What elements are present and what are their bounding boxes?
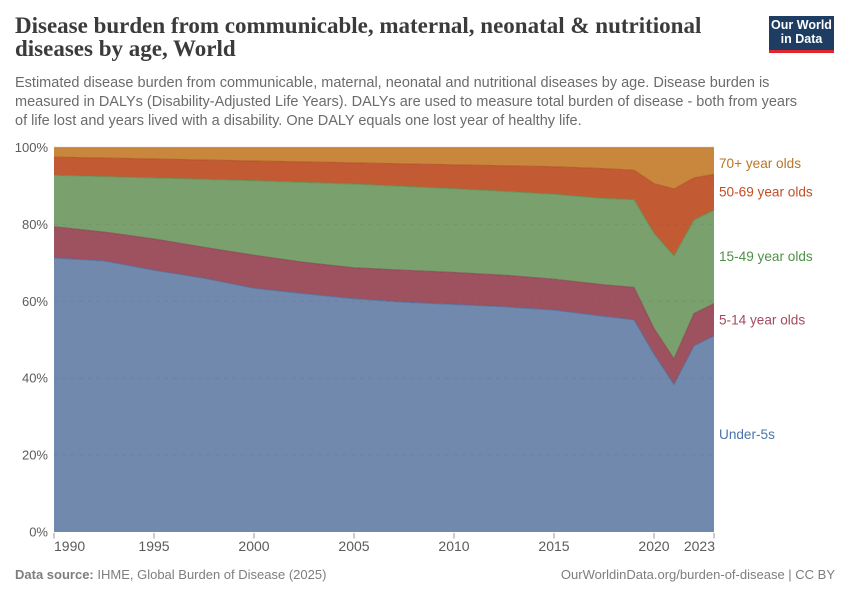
svg-text:60%: 60% (22, 294, 48, 309)
svg-text:70+ year olds: 70+ year olds (719, 156, 801, 171)
svg-text:20%: 20% (22, 448, 48, 463)
svg-text:100%: 100% (15, 140, 49, 155)
svg-text:2000: 2000 (238, 538, 269, 554)
svg-text:80%: 80% (22, 217, 48, 232)
svg-text:Under-5s: Under-5s (719, 427, 775, 442)
svg-text:5-14 year olds: 5-14 year olds (719, 313, 805, 328)
svg-text:2023: 2023 (684, 538, 715, 554)
svg-text:2015: 2015 (538, 538, 569, 554)
svg-text:15-49 year olds: 15-49 year olds (719, 249, 813, 264)
svg-text:0%: 0% (29, 525, 48, 540)
svg-text:2020: 2020 (638, 538, 669, 554)
svg-text:40%: 40% (22, 371, 48, 386)
svg-text:2005: 2005 (338, 538, 369, 554)
svg-text:1990: 1990 (54, 538, 85, 554)
svg-text:50-69 year olds: 50-69 year olds (719, 185, 813, 200)
svg-text:1995: 1995 (138, 538, 169, 554)
svg-text:2010: 2010 (438, 538, 469, 554)
